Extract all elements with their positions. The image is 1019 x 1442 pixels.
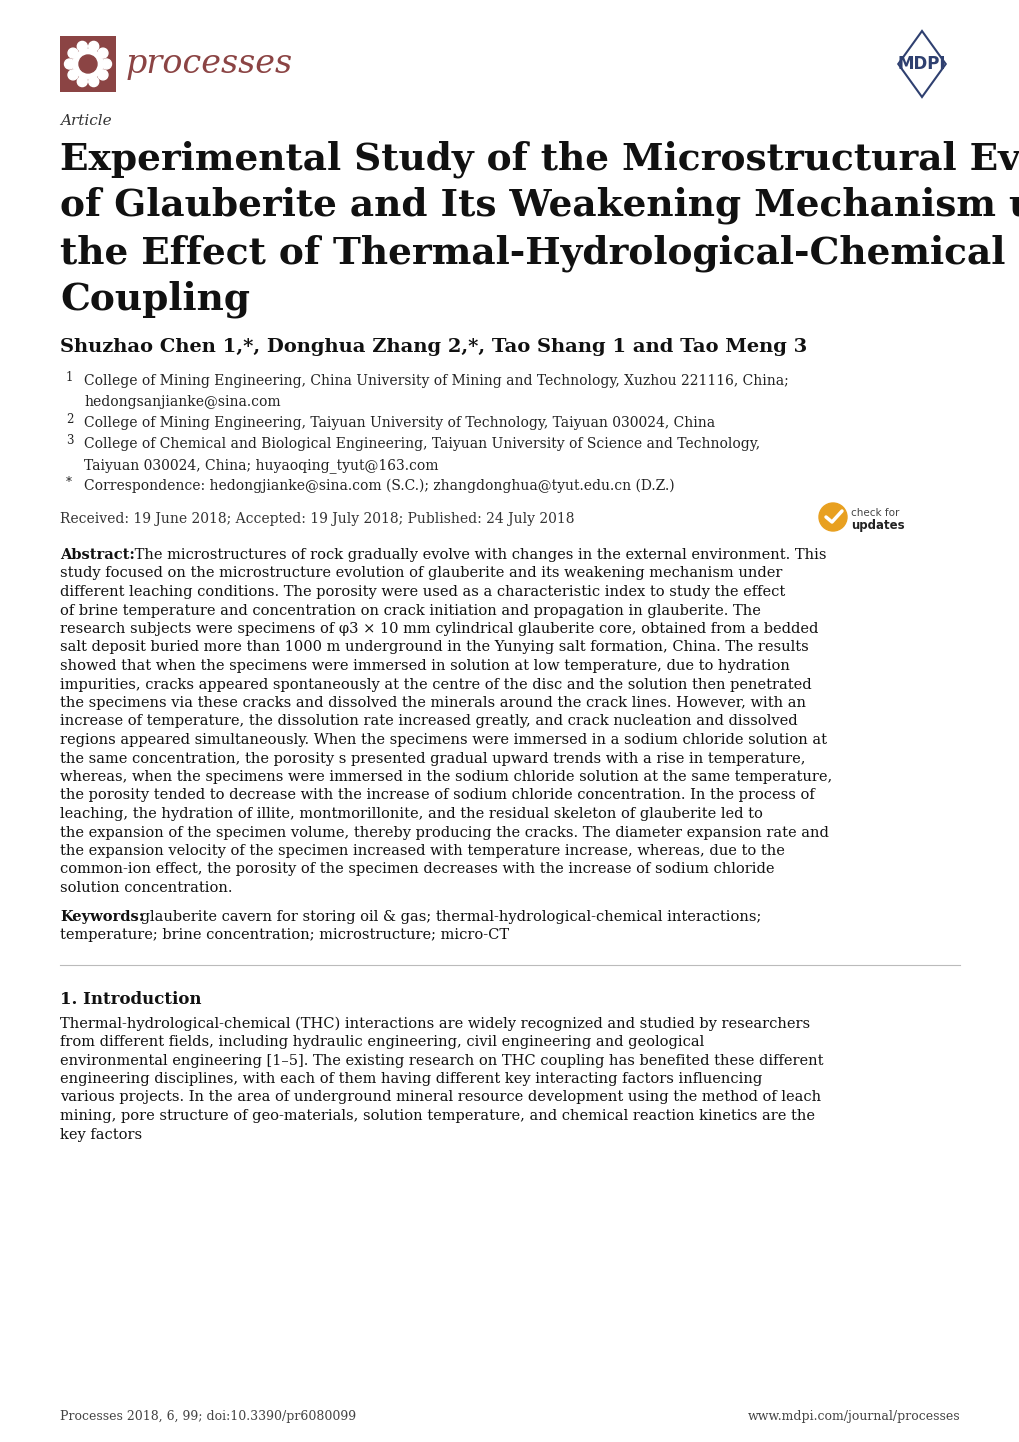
Text: various projects. In the area of underground mineral resource development using : various projects. In the area of undergr… (60, 1090, 820, 1105)
Text: glauberite cavern for storing oil & gas; thermal-hydrological-chemical interacti: glauberite cavern for storing oil & gas;… (136, 910, 760, 923)
Circle shape (68, 69, 78, 79)
Text: Article: Article (60, 114, 111, 128)
Text: Processes 2018, 6, 99; doi:10.3390/pr6080099: Processes 2018, 6, 99; doi:10.3390/pr608… (60, 1410, 356, 1423)
Text: Taiyuan 030024, China; huyaoqing_tyut@163.com: Taiyuan 030024, China; huyaoqing_tyut@16… (84, 459, 438, 473)
Text: Thermal-hydrological-chemical (THC) interactions are widely recognized and studi: Thermal-hydrological-chemical (THC) inte… (60, 1017, 809, 1031)
Text: the Effect of Thermal-Hydrological-Chemical: the Effect of Thermal-Hydrological-Chemi… (60, 234, 1005, 271)
Text: the expansion velocity of the specimen increased with temperature increase, wher: the expansion velocity of the specimen i… (60, 844, 784, 858)
Text: www.mdpi.com/journal/processes: www.mdpi.com/journal/processes (747, 1410, 959, 1423)
Text: Keywords:: Keywords: (60, 910, 144, 923)
Text: 2: 2 (66, 412, 73, 425)
Text: environmental engineering [1–5]. The existing research on THC coupling has benef: environmental engineering [1–5]. The exi… (60, 1054, 822, 1067)
Text: Received: 19 June 2018; Accepted: 19 July 2018; Published: 24 July 2018: Received: 19 June 2018; Accepted: 19 Jul… (60, 512, 574, 526)
Text: MDPI: MDPI (897, 55, 946, 74)
Text: from different fields, including hydraulic engineering, civil engineering and ge: from different fields, including hydraul… (60, 1035, 703, 1048)
Circle shape (98, 69, 108, 79)
Text: hedongsanjianke@sina.com: hedongsanjianke@sina.com (84, 395, 280, 410)
Text: updates: updates (850, 519, 904, 532)
Text: leaching, the hydration of illite, montmorillonite, and the residual skeleton of: leaching, the hydration of illite, montm… (60, 808, 762, 820)
Text: 1. Introduction: 1. Introduction (60, 991, 202, 1008)
Text: mining, pore structure of geo-materials, solution temperature, and chemical reac: mining, pore structure of geo-materials,… (60, 1109, 814, 1123)
Circle shape (89, 76, 99, 87)
Text: Experimental Study of the Microstructural Evolution: Experimental Study of the Microstructura… (60, 140, 1019, 177)
Text: engineering disciplines, with each of them having different key interacting fact: engineering disciplines, with each of th… (60, 1071, 761, 1086)
Text: study focused on the microstructure evolution of glauberite and its weakening me: study focused on the microstructure evol… (60, 567, 782, 581)
Text: Correspondence: hedongjianke@sina.com (S.C.); zhangdonghua@tyut.edu.cn (D.Z.): Correspondence: hedongjianke@sina.com (S… (84, 479, 674, 493)
Text: College of Mining Engineering, Taiyuan University of Technology, Taiyuan 030024,: College of Mining Engineering, Taiyuan U… (84, 415, 714, 430)
Circle shape (102, 59, 111, 69)
Text: salt deposit buried more than 1000 m underground in the Yunying salt formation, : salt deposit buried more than 1000 m und… (60, 640, 808, 655)
Circle shape (73, 49, 103, 79)
Text: solution concentration.: solution concentration. (60, 881, 232, 895)
Text: *: * (66, 476, 72, 489)
Circle shape (77, 76, 88, 87)
Text: increase of temperature, the dissolution rate increased greatly, and crack nucle: increase of temperature, the dissolution… (60, 714, 797, 728)
Text: common-ion effect, the porosity of the specimen decreases with the increase of s: common-ion effect, the porosity of the s… (60, 862, 773, 877)
Text: of brine temperature and concentration on crack initiation and propagation in gl: of brine temperature and concentration o… (60, 604, 760, 617)
Text: 1: 1 (66, 371, 73, 384)
Text: check for: check for (850, 508, 899, 518)
Circle shape (818, 503, 846, 531)
Text: College of Chemical and Biological Engineering, Taiyuan University of Science an: College of Chemical and Biological Engin… (84, 437, 759, 451)
Text: the porosity tended to decrease with the increase of sodium chloride concentrati: the porosity tended to decrease with the… (60, 789, 814, 803)
Text: different leaching conditions. The porosity were used as a characteristic index : different leaching conditions. The poros… (60, 585, 785, 598)
Circle shape (68, 48, 78, 58)
Text: showed that when the specimens were immersed in solution at low temperature, due: showed that when the specimens were imme… (60, 659, 789, 673)
Text: 3: 3 (66, 434, 73, 447)
Circle shape (89, 42, 99, 52)
Text: research subjects were specimens of φ3 × 10 mm cylindrical glauberite core, obta: research subjects were specimens of φ3 ×… (60, 622, 817, 636)
Text: the expansion of the specimen volume, thereby producing the cracks. The diameter: the expansion of the specimen volume, th… (60, 825, 828, 839)
FancyBboxPatch shape (60, 36, 116, 92)
Text: Shuzhao Chen 1,*, Donghua Zhang 2,*, Tao Shang 1 and Tao Meng 3: Shuzhao Chen 1,*, Donghua Zhang 2,*, Tao… (60, 337, 806, 356)
Text: regions appeared simultaneously. When the specimens were immersed in a sodium ch: regions appeared simultaneously. When th… (60, 733, 826, 747)
Circle shape (77, 42, 88, 52)
Text: the specimens via these cracks and dissolved the minerals around the crack lines: the specimens via these cracks and disso… (60, 696, 805, 709)
Text: the same concentration, the porosity s presented gradual upward trends with a ri: the same concentration, the porosity s p… (60, 751, 805, 766)
Circle shape (64, 59, 74, 69)
Text: impurities, cracks appeared spontaneously at the centre of the disc and the solu: impurities, cracks appeared spontaneousl… (60, 678, 811, 692)
Text: Coupling: Coupling (60, 281, 250, 319)
Text: of Glauberite and Its Weakening Mechanism under: of Glauberite and Its Weakening Mechanis… (60, 187, 1019, 225)
Text: processes: processes (126, 48, 292, 79)
Text: key factors: key factors (60, 1128, 142, 1142)
Text: College of Mining Engineering, China University of Mining and Technology, Xuzhou: College of Mining Engineering, China Uni… (84, 373, 788, 388)
Text: Abstract:: Abstract: (60, 548, 135, 562)
Circle shape (78, 55, 97, 74)
Text: whereas, when the specimens were immersed in the sodium chloride solution at the: whereas, when the specimens were immerse… (60, 770, 832, 784)
Text: temperature; brine concentration; microstructure; micro-CT: temperature; brine concentration; micros… (60, 929, 508, 942)
Text: The microstructures of rock gradually evolve with changes in the external enviro: The microstructures of rock gradually ev… (129, 548, 825, 562)
Circle shape (98, 48, 108, 58)
